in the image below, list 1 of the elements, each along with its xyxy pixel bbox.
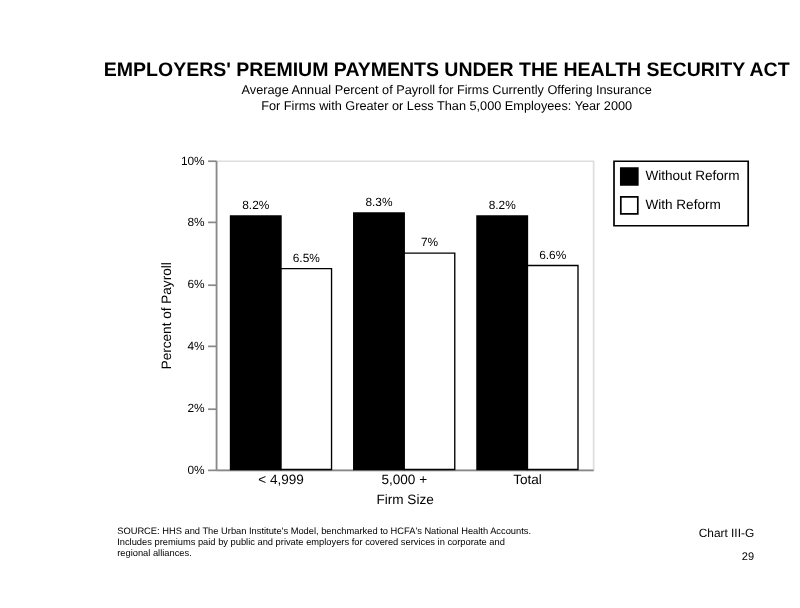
chart-title: EMPLOYERS' PREMIUM PAYMENTS UNDER THE HEALTH SECURITY ACT: [103, 60, 790, 83]
